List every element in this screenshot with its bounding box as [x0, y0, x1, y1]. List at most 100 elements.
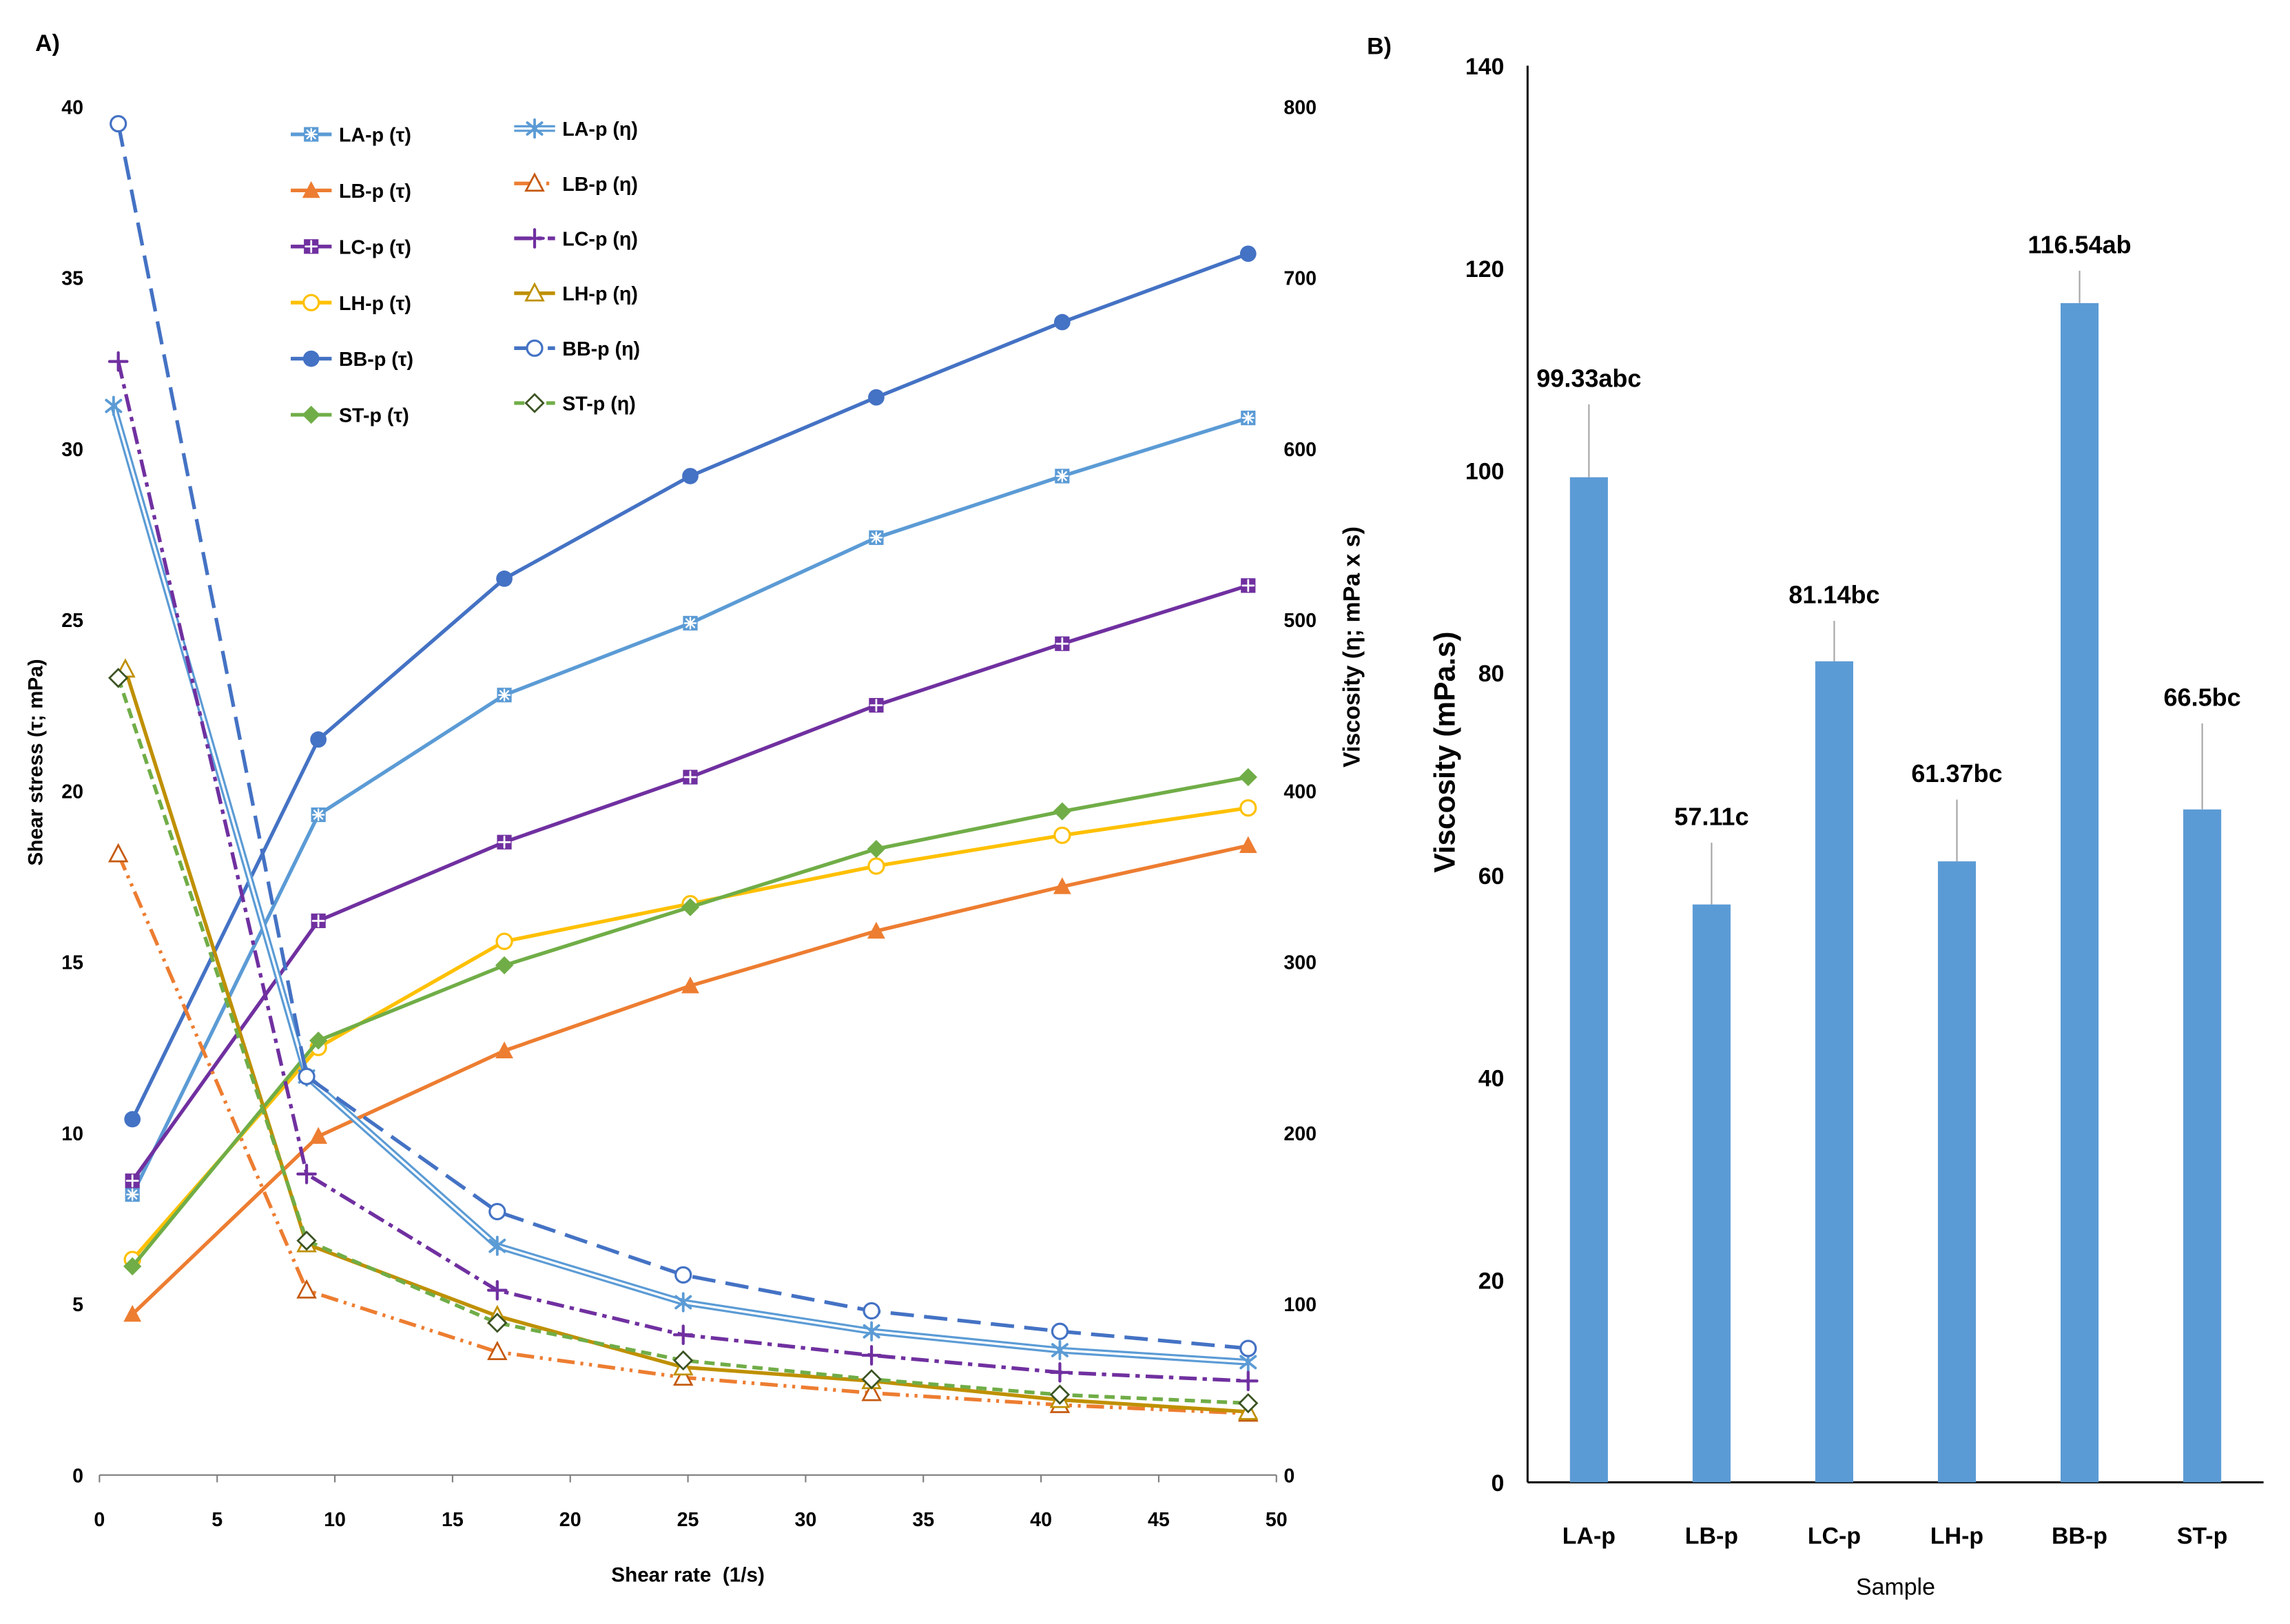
- point-lb-p-tau-6: [1053, 877, 1071, 894]
- point-la-p-tau-2: [311, 807, 326, 823]
- marker-dot: [1239, 245, 1257, 263]
- point-lb-p-tau-2: [309, 1127, 328, 1144]
- marker-ring: [1239, 799, 1257, 817]
- point-st-p-tau-7: [1239, 768, 1257, 787]
- point-lc-p-tau-2: [311, 913, 326, 929]
- point-st-p-eta-7: [1238, 1392, 1259, 1414]
- legend-swatch-marker: [524, 172, 545, 192]
- point-lh-p-tau-7: [1239, 799, 1257, 817]
- marker-stroke: [1243, 413, 1253, 423]
- marker-ring: [1239, 1339, 1257, 1357]
- point-lc-p-tau-5: [869, 698, 884, 713]
- marker-ring: [1051, 1322, 1069, 1340]
- bar-st-p: [2183, 809, 2222, 1483]
- point-lc-p-eta-5: [861, 1345, 882, 1366]
- point-bb-p-tau-4: [682, 468, 699, 484]
- legend-label: ST-p (τ): [339, 405, 409, 427]
- point-bb-p-tau-1: [124, 1111, 141, 1128]
- point-la-p-eta-4: [674, 1292, 692, 1313]
- panel-b-bar-chart: B) 0 20 40 60 80 100 120 140 99.33abc LA-p 57.11c…: [1367, 33, 2264, 1601]
- point-st-p-tau-5: [867, 840, 886, 859]
- point-bb-p-tau-2: [310, 731, 327, 748]
- legend-entry-lh-p-tau: LH-p (τ): [291, 293, 411, 315]
- marker-triangle: [681, 976, 699, 994]
- a-y-axis-title: Shear stress (τ; mPa): [25, 659, 48, 865]
- legend-swatch-marker: [524, 282, 545, 302]
- a-x-tick-label: 10: [324, 1509, 346, 1531]
- marker-ring: [867, 857, 885, 875]
- a-x-tick-label: 15: [442, 1509, 464, 1531]
- legend-entry-st-p-tau: ST-p (τ): [291, 405, 409, 427]
- legend-entry-bb-p-tau: BB-p (τ): [291, 349, 413, 371]
- marker-stroke: [488, 1238, 506, 1253]
- a-y-tick-label: 40: [61, 96, 83, 119]
- point-st-p-eta-5: [861, 1369, 882, 1390]
- marker-diamond: [681, 898, 700, 916]
- a-x-tick-label: 40: [1030, 1509, 1052, 1531]
- point-bb-p-tau-7: [1239, 245, 1257, 263]
- marker-triangle: [524, 282, 545, 302]
- marker-triangle: [107, 843, 129, 863]
- legend-swatch-marker: [524, 393, 545, 413]
- marker-ring: [488, 1202, 506, 1221]
- point-lb-p-eta-3: [487, 1340, 508, 1360]
- b-y-tick-label: 120: [1465, 256, 1505, 282]
- marker-ring: [298, 1067, 316, 1085]
- a-x-tick-label: 0: [94, 1509, 105, 1531]
- marker-stroke: [685, 618, 696, 628]
- legend-swatch-marker: [302, 405, 320, 424]
- point-lb-p-tau-7: [1239, 836, 1257, 854]
- legend-label: BB-p (τ): [339, 349, 413, 371]
- point-la-p-tau-4: [683, 615, 698, 631]
- point-lb-p-tau-4: [681, 976, 699, 994]
- marker-triangle: [861, 1381, 882, 1401]
- a-y-tick-label: 0: [72, 1465, 83, 1487]
- marker-ring: [1053, 826, 1071, 844]
- legend-swatch-marker: [526, 339, 544, 357]
- panel-b-label: B): [1367, 33, 1392, 59]
- b-y-axis-title: Viscosity (mPa.s): [1428, 632, 1461, 873]
- marker-triangle: [123, 1304, 142, 1322]
- point-lb-p-eta-4: [672, 1366, 694, 1386]
- marker-stroke: [1239, 1355, 1257, 1370]
- legend-entry-st-p-eta: ST-p (η): [514, 393, 636, 415]
- point-bb-p-tau-5: [868, 389, 885, 406]
- marker-diamond: [1239, 768, 1257, 787]
- data-label-lh-p: 61.37bc: [1911, 759, 2002, 788]
- point-st-p-tau-1: [123, 1257, 142, 1276]
- series-la-p-tau: [125, 410, 1256, 1202]
- point-bb-p-eta-7: [1239, 1339, 1257, 1357]
- point-lh-p-tau-6: [1053, 826, 1071, 844]
- legend-entry-la-p-eta: LA-p (η): [514, 118, 638, 141]
- marker-diamond: [108, 668, 129, 688]
- marker-diamond: [309, 1031, 328, 1050]
- a-y-tick-label: 25: [61, 610, 83, 632]
- point-lc-p-eta-2: [296, 1164, 317, 1184]
- marker-diamond: [867, 840, 886, 859]
- marker-ring: [495, 932, 513, 950]
- bar-bb-p: [2060, 302, 2099, 1483]
- a-y-tick-label: 15: [61, 952, 83, 974]
- marker-triangle: [302, 181, 320, 198]
- a-y2-tick-label: 400: [1283, 781, 1317, 803]
- a-y2-tick-label: 600: [1283, 439, 1317, 461]
- a-y2-tick-label: 100: [1283, 1294, 1317, 1316]
- marker-stroke: [526, 121, 544, 136]
- point-la-p-tau-3: [497, 688, 512, 703]
- legend-entry-lh-p-eta: LH-p (η): [514, 282, 638, 305]
- legend-label: LA-p (η): [562, 119, 638, 141]
- a-y2-axis-title: Viscosity (η; mPa x s): [1339, 526, 1365, 768]
- legend-label: ST-p (η): [562, 393, 635, 415]
- point-lc-p-eta-1: [107, 351, 129, 372]
- b-y-tick-label: 60: [1478, 863, 1505, 890]
- point-lc-p-tau-3: [497, 834, 512, 850]
- marker-stroke: [1051, 1343, 1069, 1357]
- a-y2-ticks: 0 100 200 300 400 500 600 700 800: [1283, 96, 1317, 1487]
- point-st-p-eta-2: [296, 1231, 317, 1251]
- point-lb-p-eta-2: [296, 1279, 317, 1299]
- a-y2-tick-label: 0: [1283, 1465, 1294, 1487]
- category-label-bb-p: BB-p: [2052, 1523, 2107, 1549]
- marker-dot: [868, 389, 885, 406]
- marker-diamond: [673, 1350, 694, 1371]
- a-x-axis-title: Shear rate (1/s): [611, 1564, 765, 1587]
